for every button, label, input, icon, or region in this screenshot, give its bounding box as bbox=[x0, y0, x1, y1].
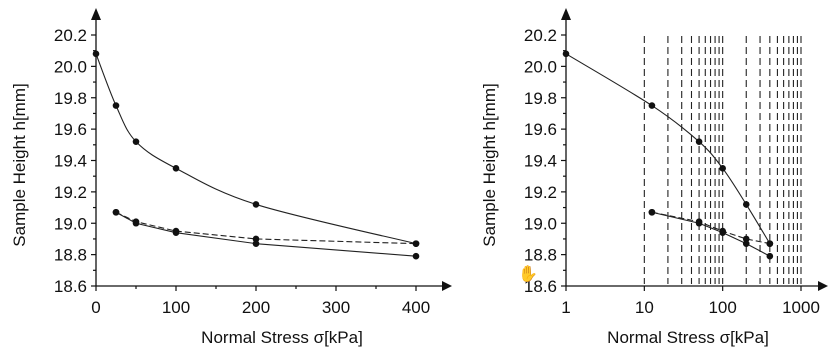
data-point bbox=[695, 138, 703, 145]
data-point bbox=[412, 252, 420, 260]
x-tick-label: 1 bbox=[561, 298, 570, 317]
x-tick-label: 1000 bbox=[782, 298, 820, 317]
x-tick-label: 300 bbox=[322, 298, 350, 317]
x-tick-label: 100 bbox=[162, 298, 190, 317]
y-tick-label: 20.2 bbox=[54, 26, 87, 45]
y-tick-label: 19.0 bbox=[54, 214, 87, 233]
y-tick-label: 19.2 bbox=[524, 183, 557, 202]
y-tick-label: 18.8 bbox=[54, 246, 87, 265]
y-tick-label: 20.0 bbox=[54, 57, 87, 76]
y-axis-arrow bbox=[91, 8, 101, 20]
data-point bbox=[742, 240, 750, 247]
data-point bbox=[92, 50, 100, 58]
y-axis-arrow bbox=[561, 8, 571, 20]
x-axis-label: Normal Stress σ[kPa] bbox=[201, 328, 363, 347]
y-tick-label: 19.4 bbox=[524, 152, 557, 171]
y-axis-label: Sample Height h[mm] bbox=[480, 83, 499, 246]
data-point bbox=[719, 229, 726, 236]
x-axis-arrow bbox=[442, 281, 452, 291]
y-tick-label: 20.0 bbox=[524, 57, 557, 76]
data-point bbox=[742, 201, 750, 208]
series-line bbox=[115, 211, 417, 257]
y-tick-label: 19.2 bbox=[54, 183, 87, 202]
y-tick-label: 19.0 bbox=[524, 214, 557, 233]
series-line bbox=[115, 211, 417, 245]
y-tick-label: 18.6 bbox=[54, 277, 87, 296]
data-point bbox=[562, 50, 570, 58]
log-chart: 1 10 100 1000 18.6 18.8 19.0 19.2 19.4 19.6 19.8 2… bbox=[480, 8, 828, 347]
data-point bbox=[132, 138, 140, 145]
y-tick-label: 18.6 bbox=[524, 277, 557, 296]
data-point bbox=[112, 102, 120, 109]
data-point bbox=[132, 219, 140, 227]
data-point bbox=[252, 235, 260, 243]
data-point bbox=[648, 208, 656, 216]
x-tick-label: 400 bbox=[402, 298, 430, 317]
y-tick-label: 18.8 bbox=[524, 246, 557, 265]
data-point bbox=[766, 240, 774, 247]
data-point bbox=[172, 165, 180, 172]
x-axis-label: Normal Stress σ[kPa] bbox=[607, 328, 769, 347]
data-point bbox=[695, 219, 703, 227]
data-point bbox=[742, 235, 750, 243]
y-tick-label: 19.6 bbox=[524, 120, 557, 139]
y-tick-label: 19.8 bbox=[54, 89, 87, 108]
data-point bbox=[112, 208, 120, 216]
hand-cursor-icon: ✋ bbox=[518, 264, 538, 283]
data-point bbox=[719, 165, 726, 172]
data-point bbox=[172, 229, 180, 236]
data-point bbox=[412, 240, 420, 247]
data-point bbox=[252, 240, 260, 247]
data-point bbox=[766, 252, 774, 260]
x-axis-arrow bbox=[818, 281, 828, 291]
series-line bbox=[95, 53, 417, 245]
y-tick-label: 19.8 bbox=[524, 89, 557, 108]
y-axis-label: Sample Height h[mm] bbox=[10, 83, 29, 246]
data-point bbox=[648, 102, 656, 109]
linear-chart: 0 100 200 300 400 18.6 18.8 19.0 19.2 19.4 19.6 19… bbox=[10, 8, 452, 347]
x-tick-label: 10 bbox=[635, 298, 654, 317]
y-tick-label: 19.4 bbox=[54, 152, 87, 171]
y-tick-label: 20.2 bbox=[524, 26, 557, 45]
data-point bbox=[252, 201, 260, 208]
x-tick-label: 100 bbox=[708, 298, 736, 317]
x-tick-label: 200 bbox=[242, 298, 270, 317]
x-tick-label: 0 bbox=[91, 298, 100, 317]
y-tick-label: 19.6 bbox=[54, 120, 87, 139]
